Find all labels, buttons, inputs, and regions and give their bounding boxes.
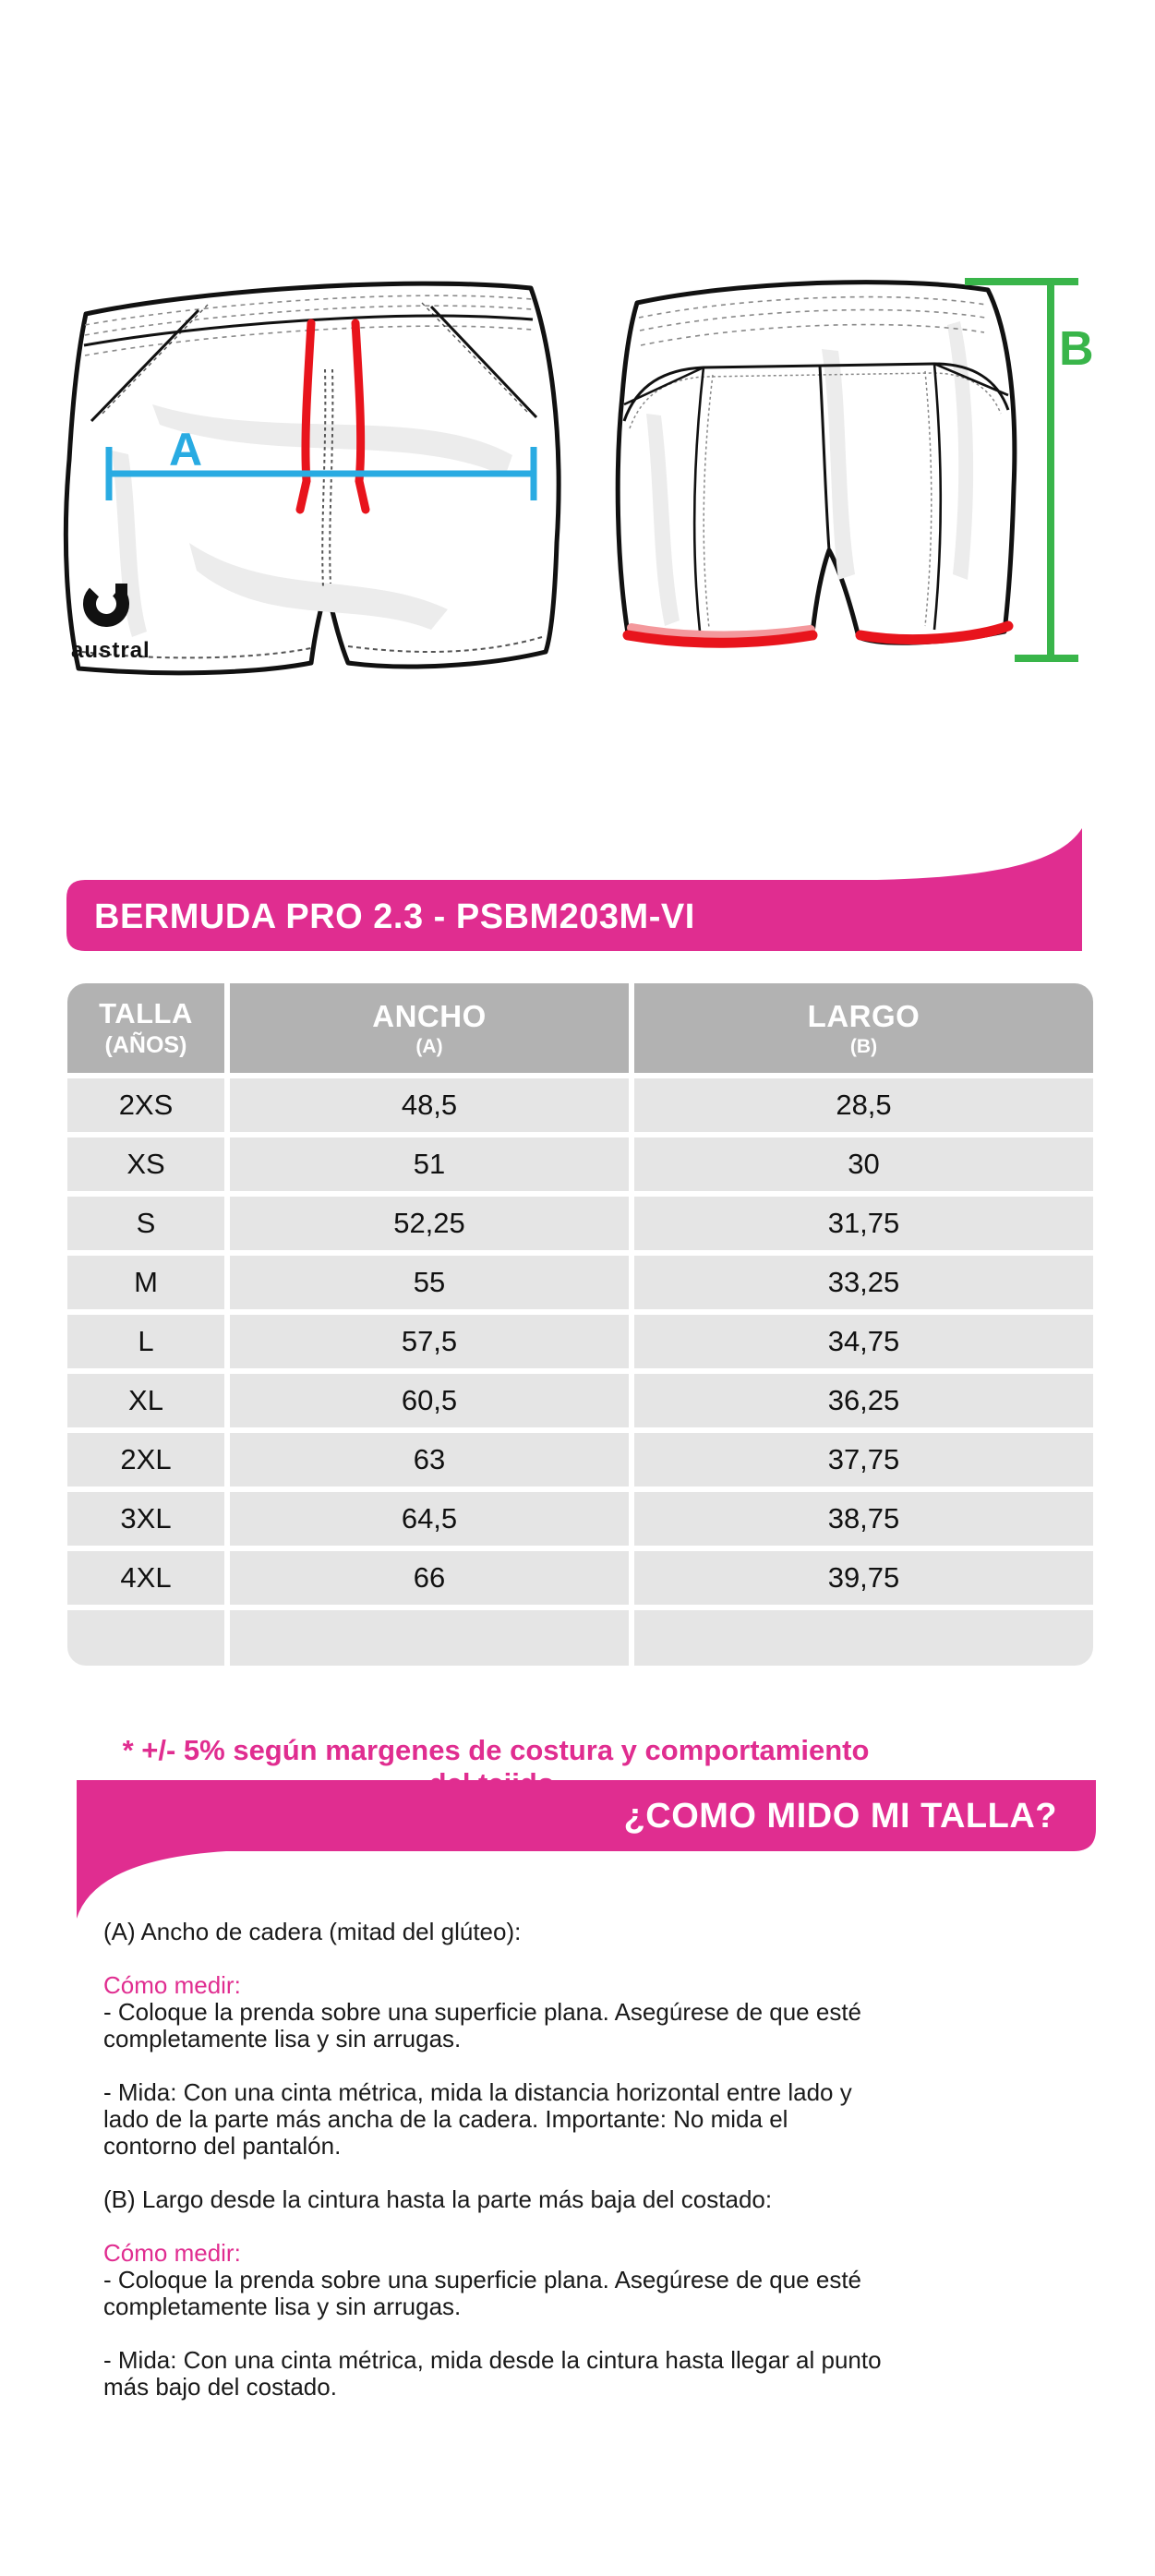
instruction-line: - Mida: Con una cinta métrica, mida la d… [103,2078,852,2106]
measure-line-B: B [965,278,1094,662]
back-waistband-stitching [638,295,987,346]
shorts-front-outline [63,281,561,676]
back-yoke-seam [622,362,1010,422]
hem-stripes [622,620,1014,648]
column-header-ancho: ANCHO (A) [230,983,629,1073]
front-pocket-seams [90,302,538,423]
instruction-line: completamente lisa y sin arrugas. [103,2293,462,2320]
instruction-line: - Mida: Con una cinta métrica, mida desd… [103,2346,882,2374]
measure-line-A [105,447,537,500]
column-header-talla: TALLA (AÑOS) [67,983,224,1073]
product-title: BERMUDA PRO 2.3 - PSBM203M-VI [94,897,695,936]
column-header-largo: LARGO (B) [634,983,1093,1073]
measure-banner-shape [77,1780,1096,1919]
shorts-back-outline [615,280,1017,645]
back-panel-stitching [703,370,932,629]
instruction-blank [103,2052,842,2079]
shorts-front-shading [112,404,512,637]
center-back-seam [818,365,831,551]
instruction-blank [103,2160,842,2186]
waistband-stitching [84,295,533,356]
shorts-front-illustration: austral A [63,281,561,676]
table-row: XS 51 30 [67,1132,1093,1191]
instruction-line: completamente lisa y sin arrugas. [103,2025,462,2052]
table-row: L 57,5 34,75 [67,1309,1093,1368]
table-row: 2XL 63 37,75 [67,1427,1093,1487]
table-row-empty [67,1605,1093,1666]
table-row: XL 60,5 36,25 [67,1368,1093,1427]
measure-label-B: B [1059,322,1094,376]
instruction-blank [103,2320,842,2347]
table-row: 4XL 66 39,75 [67,1546,1093,1605]
table-row: M 55 33,25 [67,1250,1093,1309]
size-table-header: TALLA (AÑOS) ANCHO (A) LARGO (B) [67,983,1093,1073]
instruction-line: - Coloque la prenda sobre una superficie… [103,1998,862,2026]
instruction-line: (A) Ancho de cadera (mitad del glúteo): [103,1918,522,1945]
front-hem-stitching [81,636,543,659]
instruction-blank [103,1945,842,1972]
back-panel-seams [623,362,1009,632]
waistband-seam [83,314,534,347]
instruction-line: - Coloque la prenda sobre una superficie… [103,2266,862,2293]
instruction-line: contorno del pantalón. [103,2132,342,2160]
shorts-back-illustration [615,280,1017,648]
instruction-line: más bajo del costado. [103,2373,337,2401]
measuring-instructions: (A) Ancho de cadera (mitad del glúteo): … [103,1918,882,2401]
size-table: TALLA (AÑOS) ANCHO (A) LARGO (B) 2XS 48,5… [67,983,1093,1666]
instruction-blank [103,2213,842,2240]
table-row: 3XL 64,5 38,75 [67,1487,1093,1546]
austral-logo: austral [71,581,150,663]
back-yoke-stitching [629,372,1002,429]
measure-banner-title: ¿COMO MIDO MI TALLA? [623,1797,1057,1836]
table-row: 2XS 48,5 28,5 [67,1073,1093,1132]
instruction-line-como-medir: Cómo medir: [103,1971,241,1999]
shorts-back-shading [646,321,974,626]
instruction-line-como-medir: Cómo medir: [103,2239,241,2267]
austral-logo-text: austral [71,638,150,663]
table-row: S 52,25 31,75 [67,1191,1093,1250]
instruction-line: lado de la parte más ancha de la cadera.… [103,2105,788,2133]
instruction-line: (B) Largo desde la cintura hasta la part… [103,2185,773,2213]
measure-label-A: A [169,424,202,475]
title-banner-shape [66,828,1082,951]
